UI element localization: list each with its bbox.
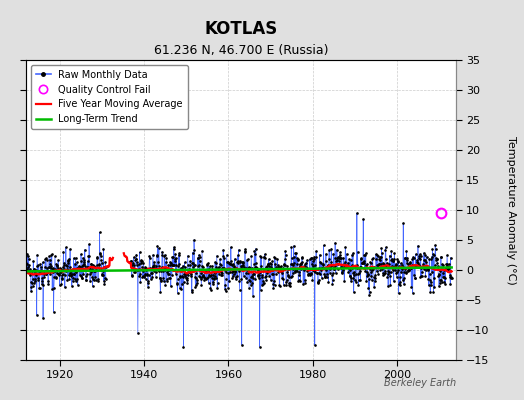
Text: 61.236 N, 46.700 E (Russia): 61.236 N, 46.700 E (Russia): [154, 44, 329, 57]
Y-axis label: Temperature Anomaly (°C): Temperature Anomaly (°C): [506, 136, 516, 284]
Text: KOTLAS: KOTLAS: [204, 20, 278, 38]
Legend: Raw Monthly Data, Quality Control Fail, Five Year Moving Average, Long-Term Tren: Raw Monthly Data, Quality Control Fail, …: [31, 65, 188, 129]
Text: Berkeley Earth: Berkeley Earth: [384, 378, 456, 388]
